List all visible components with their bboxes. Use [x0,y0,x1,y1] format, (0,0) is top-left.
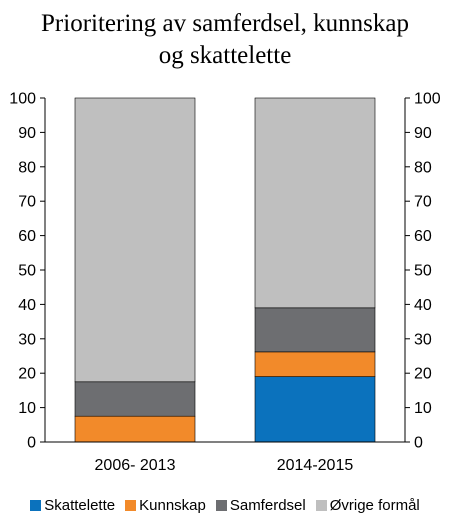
bar-segment [254,307,376,353]
bar-segment [74,415,196,443]
legend-label: Skattelette [44,497,116,514]
chart-title: Prioritering av samferdsel, kunnskap og … [0,8,450,72]
legend-item: Samferdsel [215,497,306,514]
legend-label: Øvrige formål [329,497,420,514]
chart-title-line-2: og skattelette [158,42,292,69]
right-y-tick-label: 20 [414,366,432,383]
right-y-tick-label: 70 [414,194,432,211]
left-y-tick-label: 20 [18,366,36,383]
left-y-tick-label: 30 [18,331,36,348]
axes-layer [40,97,410,443]
right-y-tick-label: 100 [414,91,441,108]
x-tick-label: 2014-2015 [277,457,354,474]
right-y-tick-label: 60 [414,228,432,245]
left-y-tick-label: 90 [18,125,36,142]
bar-segment [74,381,196,417]
legend-item: Øvrige formål [315,497,420,514]
right-y-tick-label: 0 [414,435,423,452]
bar-segment [254,351,376,377]
right-y-tick-label: 10 [414,400,432,417]
legend-swatch [125,500,137,511]
labels-layer: 2006- 2013 2014-2015 0 0 10 10 20 20 30 30 40 40 50 5… [9,91,441,475]
left-y-tick-label: 0 [27,435,36,452]
legend-item: Skattelette [30,497,115,514]
right-y-tick-label: 40 [414,297,432,314]
right-y-tick-label: 50 [414,263,432,280]
bar-segment [74,97,196,383]
legend-label: Samferdsel [229,497,306,514]
right-y-tick-label: 90 [414,125,432,142]
legend: Skattelette Kunnskap Samferdsel Øvrige form… [0,497,450,514]
legend-label: Kunnskap [139,497,206,514]
bars-layer [74,97,376,443]
legend-swatch [30,500,42,511]
left-y-tick-label: 50 [18,263,36,280]
legend-swatch [215,500,227,511]
legend-item: Kunnskap [125,497,206,514]
left-y-tick-label: 70 [18,194,36,211]
right-y-tick-label: 30 [414,331,432,348]
bar-segment [254,97,376,309]
left-y-tick-label: 40 [18,297,36,314]
x-tick-label: 2006- 2013 [95,457,176,474]
chart-title-line-1: Prioritering av samferdsel, kunnskap [41,10,409,37]
left-y-tick-label: 60 [18,228,36,245]
left-y-tick-label: 80 [18,159,36,176]
bar-segment [254,376,376,443]
legend-swatch [315,500,327,511]
right-y-tick-label: 80 [414,159,432,176]
left-y-tick-label: 100 [9,91,36,108]
left-y-tick-label: 10 [18,400,36,417]
